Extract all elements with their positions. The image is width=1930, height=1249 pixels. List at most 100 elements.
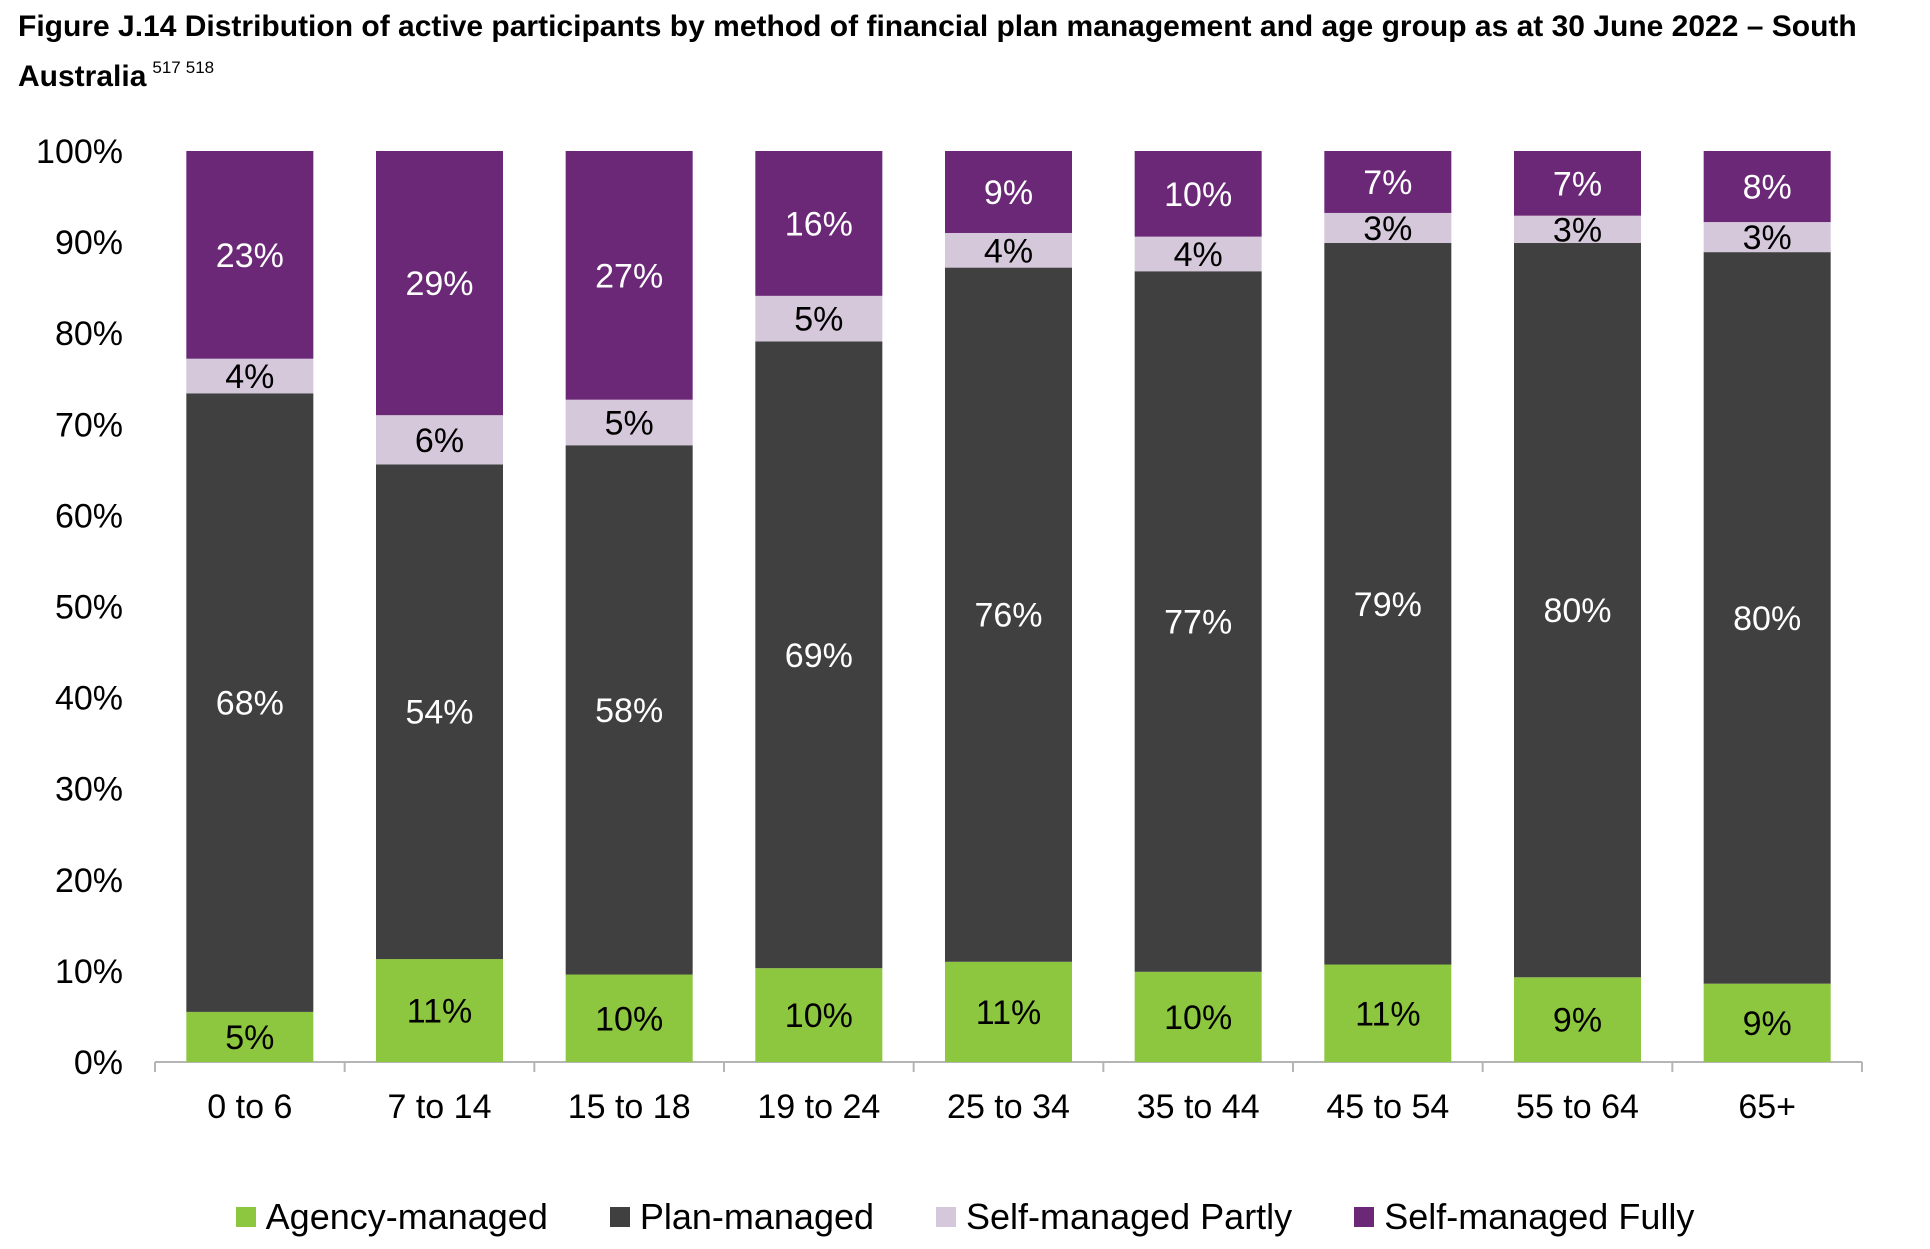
data-label: 3% xyxy=(1553,211,1602,249)
bar-segment-self-managed-fully[interactable] xyxy=(1514,151,1641,216)
footnote-ref-518[interactable]: 518 xyxy=(185,58,215,77)
legend-label-self-managed-partly: Self-managed Partly xyxy=(966,1196,1293,1237)
bar-segment-self-managed-partly[interactable] xyxy=(376,415,503,465)
bars: 5% 68% 4% 23% 11% 54% 6% 29% 10% 58% 5% 27% 10% 69% 5%… xyxy=(186,151,1831,1062)
data-label: 5% xyxy=(225,1019,274,1057)
data-label: 68% xyxy=(216,685,284,723)
x-tick-label: 19 to 24 xyxy=(757,1088,880,1126)
bar-segment-plan-managed[interactable] xyxy=(945,267,1072,962)
bar-segment-agency-managed[interactable] xyxy=(1134,971,1262,1062)
bar-stack-15-to-18: 10% 58% 5% 27% xyxy=(565,151,693,1062)
bar-stack-0-to-6: 5% 68% 4% 23% xyxy=(186,151,314,1062)
bar-segment-self-managed-fully[interactable] xyxy=(755,151,883,296)
bar-segment-self-managed-fully[interactable] xyxy=(186,151,314,359)
y-tick-label: 30% xyxy=(55,771,123,809)
bar-segment-self-managed-partly[interactable] xyxy=(1324,212,1452,244)
y-tick-label: 0% xyxy=(74,1044,123,1082)
bar-segment-plan-managed[interactable] xyxy=(1134,271,1262,972)
y-tick-label: 80% xyxy=(55,315,123,353)
y-tick-label: 10% xyxy=(55,953,123,991)
data-label: 77% xyxy=(1164,604,1232,642)
chart-title: Figure J.14 Distribution of active parti… xyxy=(18,6,1918,97)
bar-segment-self-managed-partly[interactable] xyxy=(1134,236,1262,272)
x-tick-label: 25 to 34 xyxy=(947,1088,1070,1126)
data-label: 69% xyxy=(785,637,853,675)
footnote-ref-517[interactable]: 517 xyxy=(152,58,181,77)
data-label: 76% xyxy=(974,597,1042,635)
data-label: 29% xyxy=(405,265,473,303)
legend-swatch-plan-managed xyxy=(609,1207,630,1227)
y-tick-label: 90% xyxy=(55,224,123,262)
bar-segment-plan-managed[interactable] xyxy=(1703,252,1831,984)
bar-segment-self-managed-partly[interactable] xyxy=(945,232,1072,268)
data-label: 7% xyxy=(1363,164,1412,202)
bar-segment-self-managed-partly[interactable] xyxy=(755,295,883,342)
bar-segment-plan-managed[interactable] xyxy=(565,445,693,975)
bar-segment-self-managed-partly[interactable] xyxy=(1514,215,1641,244)
bar-segment-self-managed-fully[interactable] xyxy=(565,151,693,400)
data-label: 10% xyxy=(1164,176,1232,214)
bar-segment-plan-managed[interactable] xyxy=(186,393,314,1012)
bar-segment-agency-managed[interactable] xyxy=(1514,977,1641,1062)
bar-segment-self-managed-fully[interactable] xyxy=(1703,151,1831,223)
bar-segment-self-managed-partly[interactable] xyxy=(565,399,693,446)
data-label: 6% xyxy=(415,422,464,460)
data-label: 4% xyxy=(225,358,274,396)
bar-segment-agency-managed[interactable] xyxy=(945,961,1072,1062)
data-label: 11% xyxy=(407,993,473,1031)
data-label: 11% xyxy=(1355,995,1421,1033)
bar-segment-agency-managed[interactable] xyxy=(1324,964,1452,1062)
legend-label-plan-managed: Plan-managed xyxy=(639,1196,875,1237)
bar-segment-self-managed-partly[interactable] xyxy=(1703,222,1831,253)
bar-segment-agency-managed[interactable] xyxy=(565,974,693,1062)
data-label: 9% xyxy=(1743,1005,1792,1043)
legend: Agency-managed Plan-managed Self-managed… xyxy=(0,1196,1930,1238)
bar-segment-plan-managed[interactable] xyxy=(376,464,503,960)
bar-segment-plan-managed[interactable] xyxy=(755,341,883,969)
data-label: 9% xyxy=(984,174,1033,212)
data-label: 9% xyxy=(1553,1002,1602,1040)
legend-swatch-agency-managed xyxy=(235,1207,256,1227)
x-tick-label: 35 to 44 xyxy=(1137,1088,1260,1126)
y-tick-label: 50% xyxy=(55,589,123,627)
data-label: 23% xyxy=(216,237,284,275)
bar-segment-self-managed-fully[interactable] xyxy=(1134,151,1262,237)
x-tick-label: 7 to 14 xyxy=(388,1088,492,1126)
data-label: 80% xyxy=(1543,592,1611,630)
legend-item-self-managed-partly[interactable]: Self-managed Partly xyxy=(936,1196,1292,1238)
bar-segment-self-managed-fully[interactable] xyxy=(376,151,503,416)
chart-title-text: Figure J.14 Distribution of active parti… xyxy=(18,10,1857,93)
data-label: 27% xyxy=(595,257,663,295)
legend-item-plan-managed[interactable]: Plan-managed xyxy=(609,1196,875,1238)
y-tick-label: 100% xyxy=(36,133,123,171)
y-axis: 0% 10% 20% 30% 40% 50% 60% 70% 80% 90% 100% xyxy=(36,133,123,1082)
bar-segment-plan-managed[interactable] xyxy=(1514,243,1641,978)
bar-segment-agency-managed[interactable] xyxy=(186,1011,314,1062)
data-label: 8% xyxy=(1743,169,1792,207)
legend-swatch-self-managed-fully xyxy=(1354,1207,1375,1227)
data-label: 11% xyxy=(976,994,1042,1032)
bar-stack-19-to-24: 10% 69% 5% 16% xyxy=(755,151,883,1062)
x-tick-label: 45 to 54 xyxy=(1326,1088,1449,1126)
data-label: 54% xyxy=(405,694,473,732)
data-label: 16% xyxy=(785,205,853,243)
bar-segment-plan-managed[interactable] xyxy=(1324,243,1452,965)
bar-segment-agency-managed[interactable] xyxy=(376,959,503,1062)
legend-item-self-managed-fully[interactable]: Self-managed Fully xyxy=(1354,1196,1694,1238)
legend-swatch-self-managed-partly xyxy=(936,1207,957,1227)
bar-segment-self-managed-partly[interactable] xyxy=(186,358,314,394)
bar-segment-self-managed-fully[interactable] xyxy=(945,151,1072,233)
data-label: 3% xyxy=(1743,219,1792,257)
bar-segment-agency-managed[interactable] xyxy=(1703,983,1831,1062)
legend-item-agency-managed[interactable]: Agency-managed xyxy=(235,1196,548,1238)
data-label: 7% xyxy=(1553,165,1602,203)
data-label: 3% xyxy=(1363,210,1412,248)
x-tick-label: 15 to 18 xyxy=(568,1088,691,1126)
bar-segment-self-managed-fully[interactable] xyxy=(1324,151,1452,213)
data-label: 5% xyxy=(794,301,843,339)
data-label: 4% xyxy=(984,232,1033,270)
bar-segment-agency-managed[interactable] xyxy=(755,968,883,1062)
data-label: 58% xyxy=(595,692,663,730)
stacked-bar-chart: 0% 10% 20% 30% 40% 50% 60% 70% 80% 90% 100% 0 to 6… xyxy=(36,133,1863,1126)
bar-stack-25-to-34: 11% 76% 4% 9% xyxy=(945,151,1072,1062)
